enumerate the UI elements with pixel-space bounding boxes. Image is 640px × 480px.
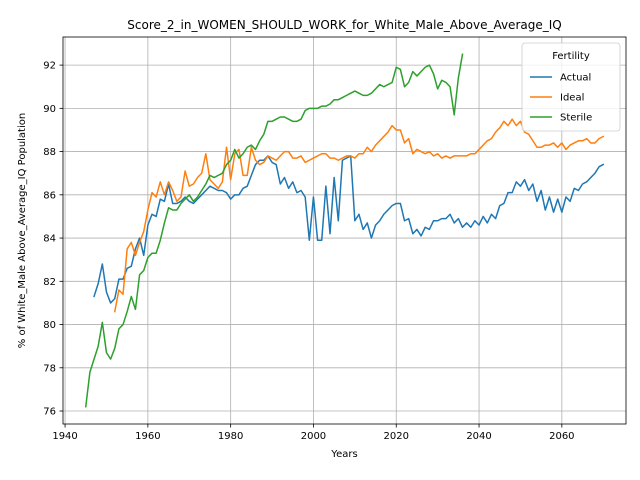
- y-tick-label: 80: [43, 320, 56, 331]
- x-tick-label: 2000: [301, 431, 326, 442]
- y-tick-label: 82: [43, 277, 56, 288]
- series-line-actual: [93, 155, 605, 304]
- legend-label-actual: Actual: [560, 73, 591, 84]
- x-tick-label: 1960: [135, 431, 160, 442]
- x-tick-label: 2040: [466, 431, 491, 442]
- grid: [63, 37, 626, 424]
- y-axis-ticks: 76 78 80 82 84 86 88 90 92: [43, 61, 63, 418]
- y-tick-label: 90: [43, 104, 56, 115]
- chart-title: Score_2_in_WOMEN_SHOULD_WORK_for_White_M…: [127, 18, 561, 32]
- legend-label-ideal: Ideal: [560, 93, 584, 104]
- y-tick-label: 86: [43, 190, 56, 201]
- legend-box: [521, 42, 621, 132]
- legend: Fertility Actual Ideal Sterile: [521, 42, 621, 132]
- x-axis-label: Years: [330, 449, 357, 460]
- legend-label-sterile: Sterile: [560, 113, 592, 124]
- y-tick-label: 84: [43, 234, 56, 245]
- plot-frame: [62, 36, 627, 425]
- y-tick-label: 92: [43, 61, 56, 72]
- x-tick-label: 2020: [384, 431, 409, 442]
- x-tick-label: 1980: [218, 431, 243, 442]
- x-axis-ticks: 1940 1960 1980 2000 2020 2040 2060: [52, 424, 575, 442]
- series-line-sterile: [84, 53, 464, 408]
- x-tick-label: 1940: [52, 431, 77, 442]
- y-axis-label: % of White_Male Above_Average_IQ Populat…: [17, 113, 28, 348]
- x-tick-label: 2060: [549, 431, 574, 442]
- y-tick-label: 88: [43, 147, 56, 158]
- y-tick-label: 78: [43, 363, 56, 374]
- legend-title: Fertility: [552, 51, 590, 62]
- y-tick-label: 76: [43, 407, 56, 418]
